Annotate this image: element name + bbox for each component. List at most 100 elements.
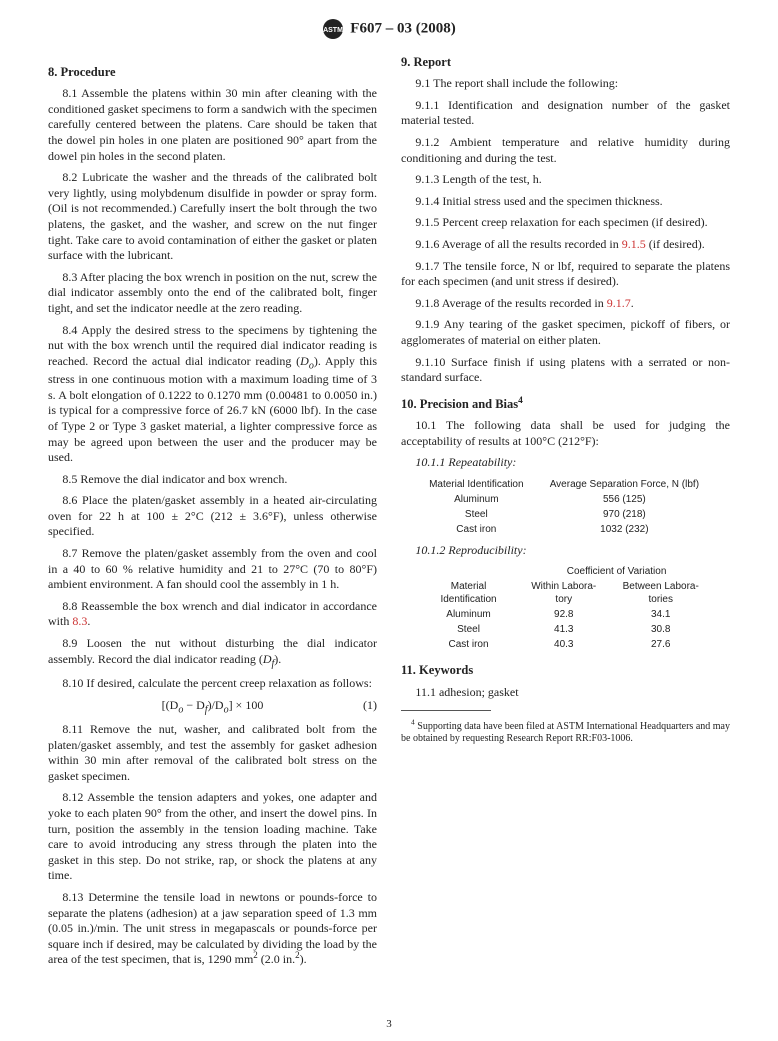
- para-8-12: 8.12 Assemble the tension adapters and y…: [48, 790, 377, 884]
- para-8-7: 8.7 Remove the platen/gasket assembly fr…: [48, 546, 377, 593]
- para-8-11: 8.11 Remove the nut, washer, and calibra…: [48, 722, 377, 784]
- cell-material: Steel: [417, 507, 535, 522]
- para-8-9: 8.9 Loosen the nut without disturbing th…: [48, 636, 377, 670]
- footnote-text: Supporting data have been filed at ASTM …: [401, 721, 730, 744]
- astm-logo-icon: ASTM: [322, 18, 344, 40]
- page-header: ASTM F607 – 03 (2008): [48, 18, 730, 40]
- para-10-1-1-text: 10.1.1 Repeatability:: [415, 455, 516, 469]
- para-8-3: 8.3 After placing the box wrench in posi…: [48, 270, 377, 317]
- para-8-5: 8.5 Remove the dial indicator and box wr…: [48, 472, 377, 488]
- repeatability-table: Material Identification Average Separati…: [417, 477, 713, 537]
- table-row: Steel970 (218): [417, 507, 713, 522]
- section-8-title: 8. Procedure: [48, 64, 377, 80]
- para-8-8-b: .: [87, 614, 90, 628]
- para-8-6: 8.6 Place the platen/gasket assembly in …: [48, 493, 377, 540]
- para-9-1-2: 9.1.2 Ambient temperature and relative h…: [401, 135, 730, 166]
- para-9-1-4: 9.1.4 Initial stress used and the specim…: [401, 194, 730, 210]
- eq-part2: − D: [183, 698, 204, 712]
- eq-part4: ] × 100: [229, 698, 264, 712]
- col-between: Between Labora-tories: [608, 579, 714, 607]
- para-10-1-2-text: 10.1.2 Reproducibility:: [415, 543, 526, 557]
- cell-value: 1032 (232): [535, 522, 713, 537]
- table-row: Aluminum556 (125): [417, 492, 713, 507]
- footnote-4: 4 Supporting data have been filed at AST…: [401, 721, 730, 745]
- table-row: Cast iron1032 (232): [417, 522, 713, 537]
- footnote-marker-4: 4: [518, 396, 523, 406]
- para-8-13-c: ).: [300, 952, 307, 966]
- para-8-13: 8.13 Determine the tensile load in newto…: [48, 890, 377, 968]
- para-9-1-5: 9.1.5 Percent creep relaxation for each …: [401, 215, 730, 231]
- para-8-10: 8.10 If desired, calculate the percent c…: [48, 676, 377, 692]
- para-8-9-b: ).: [274, 652, 281, 666]
- designation-text: F607 – 03 (2008): [350, 20, 455, 36]
- para-10-1: 10.1 The following data shall be used fo…: [401, 418, 730, 449]
- cell-within: 40.3: [520, 637, 608, 652]
- repeatability-block: 10.1.1 Repeatability: Material Identific…: [401, 455, 730, 537]
- para-9-1: 9.1 The report shall include the followi…: [401, 76, 730, 92]
- eq-part3: )/D: [208, 698, 224, 712]
- para-9-1-6-a: 9.1.6 Average of all the results recorde…: [415, 237, 621, 251]
- para-9-1-3: 9.1.3 Length of the test, h.: [401, 172, 730, 188]
- cell-material: Aluminum: [417, 492, 535, 507]
- cell-value: 970 (218): [535, 507, 713, 522]
- eq-number: (1): [363, 698, 377, 714]
- cell-within: 41.3: [520, 622, 608, 637]
- ref-9-1-5: 9.1.5: [622, 237, 646, 251]
- para-9-1-7: 9.1.7 The tensile force, N or lbf, requi…: [401, 259, 730, 290]
- table-header-row: Material Identification Average Separati…: [417, 477, 713, 492]
- footnote-rule: [401, 710, 491, 711]
- para-10-1-1: 10.1.1 Repeatability:: [401, 455, 730, 471]
- col-material: Material Identification: [417, 477, 535, 492]
- section-9-title: 9. Report: [401, 54, 730, 70]
- col-cov: Coefficient of Variation: [520, 564, 714, 579]
- para-11-1: 11.1 adhesion; gasket: [401, 685, 730, 701]
- cell-material: Cast iron: [417, 522, 535, 537]
- cell-material: Steel: [417, 622, 519, 637]
- col-material: Material Identification: [417, 579, 519, 607]
- para-8-4: 8.4 Apply the desired stress to the spec…: [48, 323, 377, 466]
- cell-within: 92.8: [520, 607, 608, 622]
- para-8-8: 8.8 Reassemble the box wrench and dial i…: [48, 599, 377, 630]
- table-row: Cast iron40.327.6: [417, 637, 713, 652]
- para-8-8-a: 8.8 Reassemble the box wrench and dial i…: [48, 599, 377, 629]
- table-header-row: Material Identification Within Labora-to…: [417, 579, 713, 607]
- section-10-title-text: 10. Precision and Bias: [401, 397, 518, 411]
- var-Df: D: [263, 652, 272, 666]
- para-9-1-6-b: (if desired).: [646, 237, 705, 251]
- para-9-1-6: 9.1.6 Average of all the results recorde…: [401, 237, 730, 253]
- section-10-title: 10. Precision and Bias4: [401, 396, 730, 412]
- para-9-1-1: 9.1.1 Identification and designation num…: [401, 98, 730, 129]
- cell-between: 30.8: [608, 622, 714, 637]
- text-columns: 8. Procedure 8.1 Assemble the platens wi…: [48, 54, 730, 984]
- cell-between: 34.1: [608, 607, 714, 622]
- cell-material: Aluminum: [417, 607, 519, 622]
- table-row: Steel41.330.8: [417, 622, 713, 637]
- para-10-1-2: 10.1.2 Reproducibility:: [401, 543, 730, 559]
- para-8-13-b: (2.0 in.: [258, 952, 295, 966]
- para-9-1-8-a: 9.1.8 Average of the results recorded in: [415, 296, 606, 310]
- reproducibility-table: Coefficient of Variation Material Identi…: [417, 564, 713, 652]
- var-Do: D: [300, 354, 309, 368]
- table-row: Aluminum92.834.1: [417, 607, 713, 622]
- eq-part1: [(D: [162, 698, 179, 712]
- page-number: 3: [0, 1017, 778, 1031]
- col-within: Within Labora-tory: [520, 579, 608, 607]
- para-8-1: 8.1 Assemble the platens within 30 min a…: [48, 86, 377, 164]
- ref-8-3: 8.3: [72, 614, 87, 628]
- para-9-1-9: 9.1.9 Any tearing of the gasket specimen…: [401, 317, 730, 348]
- reproducibility-block: 10.1.2 Reproducibility: Coefficient of V…: [401, 543, 730, 653]
- para-8-4-b: ). Apply this stress in one continuous m…: [48, 354, 377, 464]
- para-9-1-8-b: .: [631, 296, 634, 310]
- svg-text:ASTM: ASTM: [323, 27, 343, 34]
- table-super-header: Coefficient of Variation: [417, 564, 713, 579]
- para-8-9-a: 8.9 Loosen the nut without disturbing th…: [48, 636, 377, 666]
- para-9-1-8: 9.1.8 Average of the results recorded in…: [401, 296, 730, 312]
- equation-1: [(Do − Df)/Do] × 100 (1): [48, 698, 377, 716]
- footnote-block: 4 Supporting data have been filed at AST…: [401, 710, 730, 745]
- ref-9-1-7: 9.1.7: [607, 296, 631, 310]
- section-11-title: 11. Keywords: [401, 662, 730, 678]
- para-8-2: 8.2 Lubricate the washer and the threads…: [48, 170, 377, 264]
- cell-between: 27.6: [608, 637, 714, 652]
- document-page: ASTM F607 – 03 (2008) 8. Procedure 8.1 A…: [0, 0, 778, 1041]
- col-force: Average Separation Force, N (lbf): [535, 477, 713, 492]
